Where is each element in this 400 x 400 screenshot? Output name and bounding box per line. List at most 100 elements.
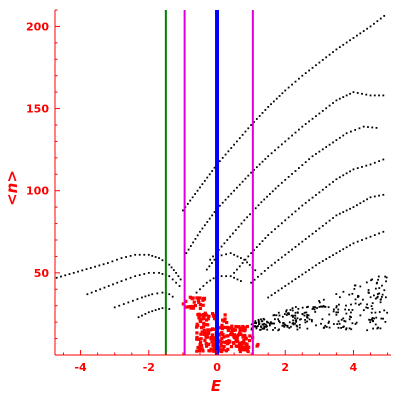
scatter-point-black	[345, 304, 347, 307]
curve-point	[263, 269, 266, 272]
curve-point	[206, 221, 209, 223]
scatter-point-red	[226, 326, 230, 330]
scatter-point-red	[245, 324, 249, 329]
scatter-point-black	[294, 306, 297, 308]
scatter-point-red	[199, 337, 203, 341]
curve-point	[243, 219, 246, 222]
curve-point	[382, 230, 385, 233]
curve-point	[267, 234, 270, 236]
curve-point	[144, 313, 147, 315]
curve-point	[264, 109, 267, 111]
curve-point	[233, 276, 235, 279]
scatter-point-black	[324, 305, 327, 308]
curve-point	[257, 275, 259, 278]
curve-point	[220, 245, 223, 248]
curve-point	[205, 268, 208, 271]
scatter-point-black	[255, 327, 258, 330]
scatter-point-black	[267, 321, 270, 324]
scatter-point-red	[198, 296, 202, 300]
curve-point	[332, 217, 334, 219]
curve-point	[298, 167, 300, 169]
scatter-point-black	[272, 329, 274, 331]
scatter-point-red	[198, 342, 202, 346]
curve-point	[178, 285, 181, 287]
curve-point	[369, 196, 372, 199]
scatter-point-black	[305, 306, 308, 309]
scatter-point-black	[263, 322, 266, 325]
x-tick-label: -4	[74, 361, 87, 374]
curve-point	[113, 306, 116, 309]
scatter-point-black	[291, 309, 294, 312]
curve-point	[308, 199, 311, 202]
scatter-point-black	[327, 322, 330, 324]
scatter-point-black	[365, 281, 368, 284]
scatter-point-black	[359, 285, 362, 288]
scatter-point-red	[212, 349, 216, 353]
scatter-point-red	[230, 324, 234, 328]
scatter-point-black	[272, 314, 275, 317]
scatter-point-black	[379, 327, 382, 330]
curve-point	[361, 165, 363, 168]
curve-point	[369, 235, 372, 238]
curve-point	[311, 117, 314, 120]
scatter-point-red	[199, 340, 203, 345]
scatter-point-black	[299, 318, 301, 321]
curve-point	[147, 253, 150, 256]
curve-point	[154, 309, 157, 311]
curve-point	[137, 316, 140, 319]
curve-point	[226, 239, 229, 241]
curve-point	[127, 301, 130, 304]
curve-point	[151, 293, 154, 296]
curve-point	[134, 253, 137, 256]
curve-point	[332, 254, 334, 257]
scatter-point-black	[260, 320, 263, 323]
curve-point	[367, 126, 369, 128]
curve-point	[151, 254, 154, 257]
scatter-point-black	[301, 313, 304, 315]
curve-point	[342, 96, 345, 98]
curve-point	[260, 272, 263, 275]
scatter-point-black	[285, 310, 288, 313]
scatter-point-black	[250, 328, 253, 331]
curve-point	[304, 123, 307, 125]
scatter-point-red	[238, 327, 242, 331]
curve-point	[238, 183, 241, 186]
curve-point	[161, 291, 164, 294]
curve-point	[291, 213, 293, 216]
scatter-point-red	[201, 325, 206, 329]
curve-point	[352, 37, 355, 39]
curve-point	[338, 97, 341, 100]
scatter-point-black	[298, 323, 301, 326]
curve-point	[195, 291, 198, 294]
curve-point	[355, 204, 358, 207]
scatter-point-black	[301, 306, 304, 309]
scatter-point-red	[247, 345, 251, 349]
curve-point	[294, 246, 297, 248]
curve-point	[361, 92, 363, 95]
scatter-point-black	[306, 313, 309, 316]
curve-point	[287, 251, 290, 254]
scatter-point-black	[275, 314, 278, 317]
scatter-point-black	[318, 300, 320, 302]
scatter-point-red	[242, 329, 246, 333]
scatter-point-black	[278, 321, 281, 324]
curve-point	[213, 258, 216, 261]
curve-point	[335, 48, 338, 51]
axes: -4 -2 0 2 4 50 100 150 200	[26, 9, 391, 374]
curve-point	[382, 94, 385, 97]
curve-point	[60, 275, 62, 278]
scatter-point-black	[384, 275, 387, 278]
scatter-point-black	[324, 324, 327, 327]
scatter-point-black	[358, 303, 360, 306]
curve-point	[274, 149, 276, 152]
curve-point	[260, 201, 263, 204]
curve-point	[172, 269, 175, 272]
curve-point	[120, 280, 123, 282]
scatter-point-red	[219, 343, 223, 347]
scatter-point-black	[273, 318, 276, 321]
curve-point	[116, 258, 118, 261]
curve-point	[234, 229, 237, 232]
curve-point	[168, 275, 171, 278]
curve-point	[241, 180, 244, 183]
